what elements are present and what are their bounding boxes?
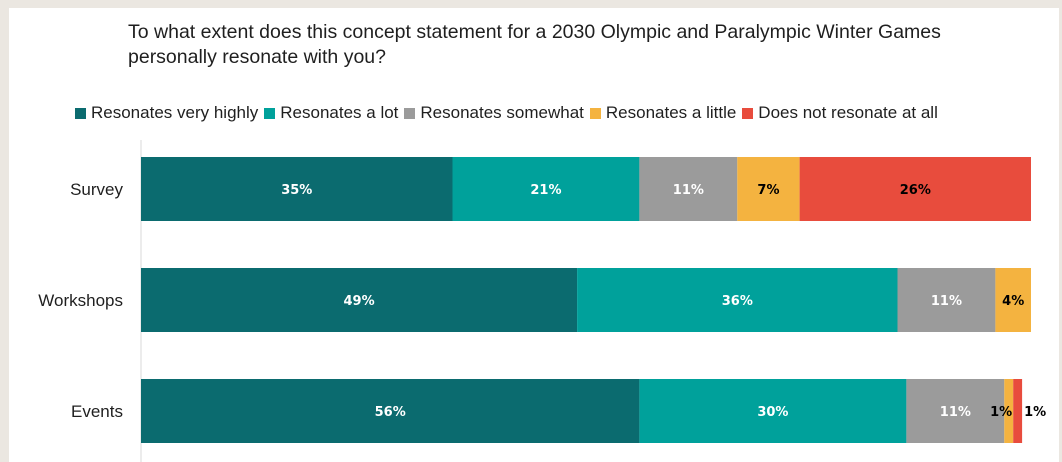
bar-segment <box>995 268 1031 332</box>
data-label: 49% <box>343 294 374 309</box>
bar-segment <box>1013 379 1023 443</box>
data-label: 1% <box>990 405 1012 420</box>
bar-segment <box>577 268 898 332</box>
data-label: 21% <box>530 183 561 198</box>
data-label: 7% <box>757 183 779 198</box>
data-label: 11% <box>673 183 704 198</box>
data-label: 36% <box>722 294 753 309</box>
bar-segment <box>799 157 1031 221</box>
legend-swatch <box>742 107 754 119</box>
data-label: 11% <box>931 294 962 309</box>
data-label: 1% <box>1024 405 1046 420</box>
legend-item: Does not resonate at all <box>742 103 938 123</box>
bar-segment <box>1004 379 1014 443</box>
bar-segment <box>737 157 800 221</box>
bar-segment <box>452 157 640 221</box>
legend-label: Resonates very highly <box>91 103 259 122</box>
bar-segment <box>141 379 640 443</box>
data-label: 30% <box>757 405 788 420</box>
category-label: Events <box>71 402 123 421</box>
data-label: 4% <box>1002 294 1024 309</box>
data-label: 35% <box>281 183 312 198</box>
legend-swatch <box>75 107 86 119</box>
bar-segment <box>897 268 996 332</box>
chart-legend: Resonates very highly Resonates a lot Reso… <box>75 103 944 123</box>
legend-swatch <box>404 107 416 119</box>
bar-segment <box>906 379 1005 443</box>
category-label: Survey <box>70 180 123 199</box>
data-label: 56% <box>375 405 406 420</box>
category-label: Workshops <box>38 291 123 310</box>
data-label: 11% <box>940 405 971 420</box>
legend-label: Does not resonate at all <box>758 103 938 122</box>
legend-label: Resonates a little <box>605 103 737 122</box>
legend-item: Resonates a little <box>589 103 737 123</box>
legend-label: Resonates somewhat <box>420 103 584 122</box>
legend-label: Resonates a lot <box>280 103 399 122</box>
bar-segment <box>141 157 453 221</box>
legend-item: Resonates very highly <box>75 103 258 123</box>
legend-swatch <box>589 107 601 119</box>
legend-swatch <box>264 107 276 119</box>
chart-title: To what extent does this concept stateme… <box>128 21 941 68</box>
bar-segment <box>639 157 738 221</box>
bar-segment <box>639 379 907 443</box>
legend-item: Resonates a lot <box>264 103 398 123</box>
bar-segment <box>141 268 578 332</box>
data-label: 26% <box>900 183 931 198</box>
legend-item: Resonates somewhat <box>404 103 584 123</box>
